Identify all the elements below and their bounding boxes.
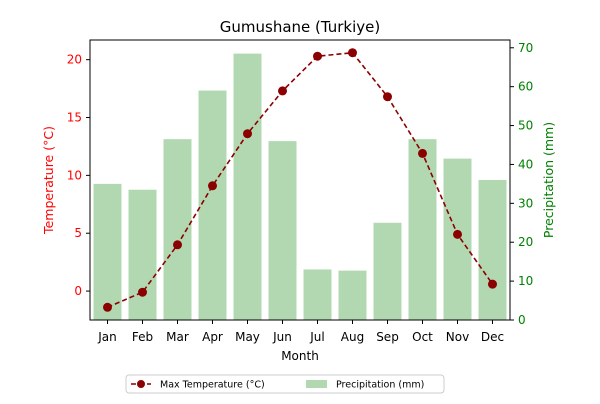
precipitation-bars bbox=[93, 53, 507, 320]
temperature-point bbox=[348, 48, 357, 58]
temperature-point bbox=[313, 51, 322, 61]
legend-label-precipitation: Precipitation (mm) bbox=[336, 380, 424, 391]
x-tick-label: Jan bbox=[97, 330, 117, 344]
x-tick-label: Jun bbox=[272, 330, 292, 344]
y-right-tick-label: 50 bbox=[518, 119, 533, 133]
precipitation-bar bbox=[338, 270, 367, 320]
y-right-tick-label: 70 bbox=[518, 41, 533, 55]
precipitation-bar bbox=[478, 180, 507, 320]
temperature-point bbox=[453, 229, 462, 239]
y-axis-right-label: Precipitation (mm) bbox=[541, 122, 556, 238]
y-right-tick-label: 40 bbox=[518, 157, 533, 171]
legend-marker-swatch bbox=[137, 380, 145, 388]
temperature-point bbox=[418, 148, 427, 158]
precipitation-bar bbox=[408, 139, 437, 320]
legend-box bbox=[125, 374, 445, 394]
y-right-tick-label: 0 bbox=[518, 313, 526, 327]
legend: Max Temperature (°C) Precipitation (mm) bbox=[125, 374, 445, 394]
precipitation-bar bbox=[303, 269, 332, 320]
precipitation-bar bbox=[268, 141, 297, 320]
x-tick-label: Jul bbox=[309, 330, 324, 344]
plot-frame bbox=[89, 39, 511, 321]
y-right-tick-label: 60 bbox=[518, 80, 533, 94]
y-left-tick-label: 20 bbox=[67, 53, 82, 67]
x-tick-label: Apr bbox=[202, 330, 223, 344]
x-tick-label: Mar bbox=[166, 330, 189, 344]
temperature-point bbox=[243, 129, 252, 139]
precipitation-bar bbox=[233, 53, 262, 320]
temperature-line-path bbox=[107, 51, 494, 309]
temperature-point bbox=[173, 240, 182, 250]
precipitation-bar bbox=[198, 90, 227, 320]
temperature-point bbox=[208, 181, 217, 191]
temperature-point bbox=[488, 279, 497, 289]
precipitation-bar bbox=[128, 189, 157, 320]
y-left-tick-label: 0 bbox=[74, 284, 82, 298]
x-axis-label: Month bbox=[281, 349, 319, 363]
y-left-tick-label: 10 bbox=[67, 168, 82, 182]
temperature-point bbox=[278, 86, 287, 96]
y-left-tick-label: 15 bbox=[67, 111, 82, 125]
legend-bar-swatch bbox=[306, 380, 327, 388]
temperature-point bbox=[383, 92, 392, 102]
y-left-tick-label: 5 bbox=[74, 226, 82, 240]
x-tick-label: Oct bbox=[412, 330, 433, 344]
temperature-line bbox=[103, 48, 497, 312]
x-tick-label: May bbox=[235, 330, 260, 344]
precipitation-bar bbox=[93, 183, 122, 320]
y-right-tick-label: 10 bbox=[518, 274, 533, 288]
x-tick-label: Feb bbox=[132, 330, 153, 344]
y-axis-left-label: Temperature (°C) bbox=[41, 126, 56, 235]
x-tick-label: Aug bbox=[341, 330, 364, 344]
y-right-tick-label: 20 bbox=[518, 235, 533, 249]
y-right-tick-label: 30 bbox=[518, 196, 533, 210]
x-tick-label: Sep bbox=[376, 330, 399, 344]
temperature-point bbox=[138, 287, 147, 297]
precipitation-bar bbox=[443, 158, 472, 320]
chart-title: Gumushane (Turkiye) bbox=[220, 18, 381, 36]
x-tick-label: Nov bbox=[446, 330, 469, 344]
legend-label-temperature: Max Temperature (°C) bbox=[160, 380, 265, 391]
x-tick-label: Dec bbox=[481, 330, 504, 344]
temperature-point bbox=[103, 302, 112, 312]
axes: 0 5 10 15 20 0 10 20 30 40 50 60 70 Jan Feb Mar Apr May Ju… bbox=[67, 39, 533, 344]
precipitation-bar bbox=[373, 222, 402, 320]
